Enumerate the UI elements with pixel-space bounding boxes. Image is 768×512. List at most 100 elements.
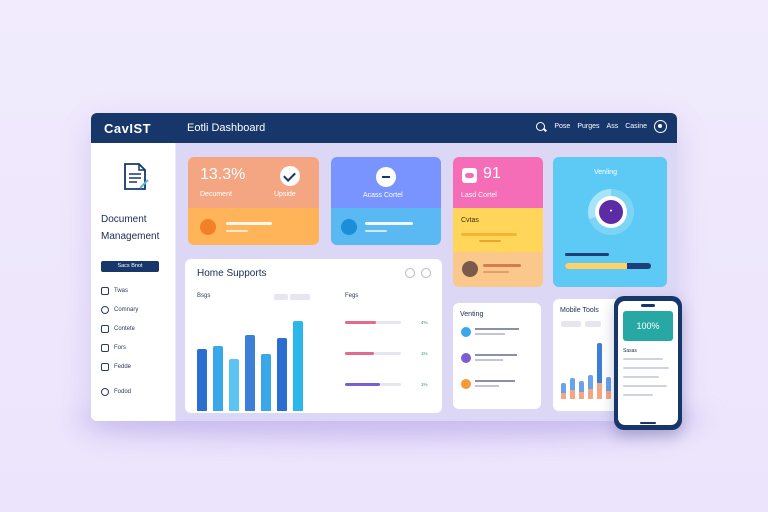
phone-line [623, 358, 663, 360]
verifying-progress-bar [565, 263, 651, 269]
avatar [461, 327, 471, 337]
access-progress-line [365, 222, 413, 225]
top-bar: CavIST Eotli Dashboard Pose Purges Ass C… [91, 113, 677, 143]
sidebar-item-fors[interactable]: Fors [101, 338, 171, 357]
nav-item-casine[interactable]: Casine [625, 123, 647, 130]
document-value: 13.3% [200, 166, 246, 183]
chart-bar-segment [606, 377, 611, 391]
access-control-card[interactable]: Acass Cortel [331, 157, 441, 245]
minus-icon [376, 167, 396, 187]
phone-mockup: 100% Sasas [614, 296, 682, 430]
row-fill [345, 352, 375, 355]
check-icon [280, 166, 300, 186]
chat-icon [462, 168, 477, 183]
top-nav: Pose Purges Ass Casine [535, 120, 667, 133]
sidebar-item-label: Fodod [114, 388, 132, 395]
chart-bar [293, 321, 303, 411]
nav-item-pose[interactable]: Pose [554, 123, 571, 130]
sidebar-item-twas[interactable]: Twas [101, 281, 171, 300]
chart-bar-segment [597, 383, 602, 399]
chart-bar-segment [570, 390, 575, 399]
access-card-top: Acass Cortel [331, 157, 441, 208]
document-card[interactable]: 13.3% Decument Upside [188, 157, 319, 245]
nav-item-ass[interactable]: Ass [606, 123, 619, 130]
verifying-card[interactable]: Venling • [553, 157, 667, 287]
sidebar-item-label: Fedde [114, 363, 132, 370]
row-percent: 1% [421, 351, 428, 356]
sidebar-item-contete[interactable]: Contete [101, 319, 171, 338]
document-card-bottom [188, 208, 319, 245]
lead-control-card[interactable]: 91 Lasd Cortel Cvtas [453, 157, 543, 287]
phone-label: Sasas [623, 348, 637, 354]
row-fill [345, 383, 380, 386]
dashboard-window: CavIST Eotli Dashboard Pose Purges Ass C… [91, 113, 677, 421]
sidebar-action-button[interactable]: Sacs Bnot [101, 261, 159, 272]
chart-bar-segment [588, 375, 593, 389]
chart-filter-tab[interactable] [585, 321, 601, 327]
chart-bar-segment [561, 393, 566, 399]
chart-bar [261, 354, 271, 411]
verifying-caption-line [565, 253, 609, 256]
sidebar-title-line1: Document [101, 214, 147, 225]
chart-filter-tab[interactable] [290, 294, 310, 300]
dashboard-title: Eotli Dashboard [187, 122, 266, 134]
access-label: Acass Cortel [363, 192, 403, 199]
more-icon[interactable] [421, 268, 431, 278]
verifying-donut: • [588, 189, 634, 235]
lead-value: 91 [483, 165, 501, 182]
sidebar-item-label: Twas [114, 287, 129, 294]
chart-filter-tab[interactable] [274, 294, 288, 300]
gear-icon[interactable] [654, 120, 667, 133]
phone-home-indicator [640, 422, 656, 424]
list-item[interactable] [461, 379, 525, 389]
app-brand[interactable]: CavIST [104, 121, 152, 136]
lead-label: Lasd Cortel [461, 192, 497, 199]
chart-bar [197, 348, 207, 411]
sidebar-item-label: Fors [114, 344, 126, 351]
avatar [461, 379, 471, 389]
lead-bottom-line [483, 264, 521, 267]
document-side-label: Upside [274, 191, 296, 198]
nav-item-purges[interactable]: Purges [577, 123, 600, 130]
chart-bar-segment [579, 392, 584, 399]
sidebar-item-fodod[interactable]: Fodod [101, 382, 171, 401]
home-supports-panel: Home Supports Bsgs Fegs 4% 1% 1% [185, 259, 442, 413]
verifying-core: • [599, 200, 623, 224]
phone-line [623, 385, 667, 387]
mobile-tools-title: Mobile Tools [560, 307, 599, 314]
search-icon[interactable] [535, 121, 547, 133]
home-supports-bar-chart [197, 311, 327, 411]
phone-line [623, 394, 653, 396]
chart-bar [229, 359, 239, 411]
chart-filter-tab[interactable] [561, 321, 581, 327]
settings-icon [101, 387, 109, 396]
chart-bar-segment [606, 391, 611, 399]
avatar [461, 353, 471, 363]
verifying-label: Venling [594, 169, 617, 176]
phone-screen: 100% Sasas [618, 301, 678, 425]
chart-bar [277, 337, 287, 411]
list-item[interactable] [461, 353, 525, 363]
row-chart-label: Fegs [345, 293, 359, 299]
row-fill [345, 321, 376, 324]
document-status-icon [200, 219, 216, 235]
document-label: Decument [200, 191, 232, 198]
chart-bar-segment [570, 378, 575, 390]
document-progress-line [226, 222, 272, 225]
sidebar-item-comnary[interactable]: Comnary [101, 300, 171, 319]
phone-line [623, 367, 669, 369]
document-sub-line [226, 230, 248, 232]
lead-mid-label: Cvtas [461, 217, 479, 224]
mobile-tools-chart [561, 339, 621, 399]
home-supports-title: Home Supports [197, 268, 267, 279]
sidebar-item-label: Comnary [114, 306, 139, 313]
sidebar-item-fedde[interactable]: Fedde [101, 357, 171, 376]
document-card-top: 13.3% Decument Upside [188, 157, 319, 208]
compass-icon [101, 305, 109, 314]
list-item[interactable] [461, 327, 525, 337]
info-icon[interactable] [405, 268, 415, 278]
sidebar-nav: Twas Comnary Contete Fors Fedde Fodod [101, 281, 171, 401]
lead-card-bottom [453, 252, 543, 287]
folder-icon [101, 324, 109, 333]
chart-bar [245, 335, 255, 411]
